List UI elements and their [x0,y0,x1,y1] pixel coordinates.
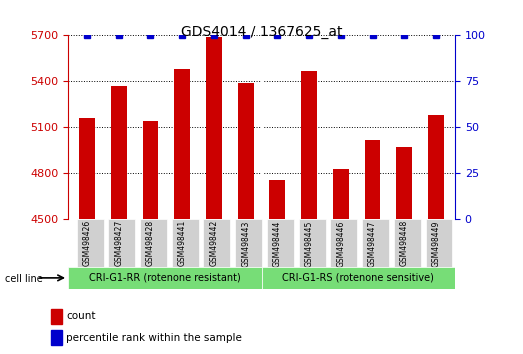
FancyBboxPatch shape [267,219,294,267]
Bar [365,140,380,354]
FancyBboxPatch shape [203,219,231,267]
FancyBboxPatch shape [394,219,420,267]
Text: GSM498427: GSM498427 [114,220,123,267]
Bar [333,169,349,354]
Text: percentile rank within the sample: percentile rank within the sample [66,332,242,343]
Bar [51,309,62,324]
Text: GSM498428: GSM498428 [146,220,155,267]
Text: GSM498448: GSM498448 [400,220,409,267]
FancyBboxPatch shape [76,219,104,267]
Text: GSM498442: GSM498442 [209,220,219,267]
FancyBboxPatch shape [262,267,455,289]
Bar [238,83,254,354]
FancyBboxPatch shape [426,219,452,267]
Bar [206,37,222,354]
FancyBboxPatch shape [172,219,199,267]
Text: GSM498426: GSM498426 [83,220,92,267]
Text: GDS4014 / 1367625_at: GDS4014 / 1367625_at [181,25,342,39]
Text: GSM498445: GSM498445 [304,220,314,267]
Bar [51,330,62,345]
Text: GSM498441: GSM498441 [178,220,187,267]
Bar [301,71,317,354]
Text: GSM498443: GSM498443 [241,220,250,267]
FancyBboxPatch shape [331,219,357,267]
FancyBboxPatch shape [235,219,262,267]
Text: GSM498444: GSM498444 [273,220,282,267]
Bar [79,118,95,354]
FancyBboxPatch shape [362,219,389,267]
Text: CRI-G1-RS (rotenone sensitive): CRI-G1-RS (rotenone sensitive) [282,273,434,283]
Text: GSM498446: GSM498446 [336,220,345,267]
Text: cell line: cell line [5,274,43,284]
FancyBboxPatch shape [140,219,167,267]
FancyBboxPatch shape [68,267,262,289]
Text: count: count [66,311,96,321]
Text: CRI-G1-RR (rotenone resistant): CRI-G1-RR (rotenone resistant) [89,273,241,283]
Bar [111,86,127,354]
Bar [396,147,412,354]
Bar [269,179,285,354]
Bar [174,69,190,354]
FancyBboxPatch shape [299,219,326,267]
FancyBboxPatch shape [108,219,135,267]
Text: GSM498447: GSM498447 [368,220,377,267]
Text: GSM498449: GSM498449 [431,220,440,267]
Bar [428,115,444,354]
Bar [143,121,158,354]
